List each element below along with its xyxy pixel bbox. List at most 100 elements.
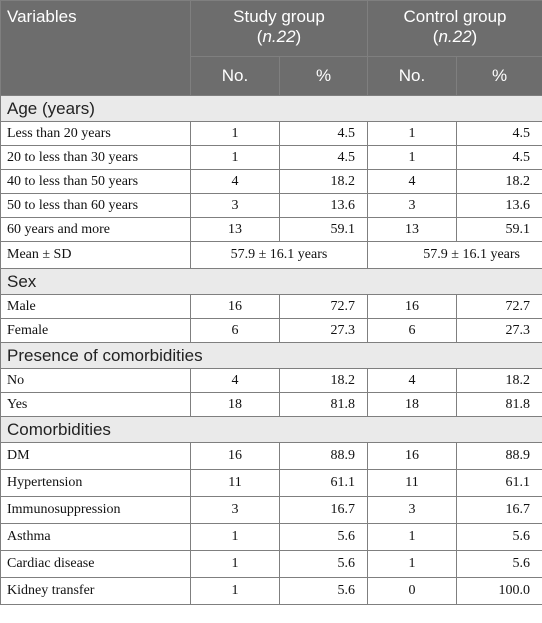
row-label: Asthma xyxy=(0,523,191,551)
control-count: 16 xyxy=(367,442,457,470)
row-label: 50 to less than 60 years xyxy=(0,193,191,218)
variables-header: Variables xyxy=(0,0,191,96)
control-count: 13 xyxy=(367,217,457,242)
control-percent: 27.3 xyxy=(455,318,542,343)
mean-sd-row: Mean ± SD 57.9 ± 16.1 years 57.9 ± 16.1 ye… xyxy=(0,241,542,269)
control-count: 11 xyxy=(367,469,457,497)
study-count: 16 xyxy=(190,442,280,470)
section-header-row: Age (years) xyxy=(0,95,542,122)
control-count: 16 xyxy=(367,294,457,319)
study-count: 1 xyxy=(190,145,280,170)
control-percent: 18.2 xyxy=(455,169,542,194)
section-title: Comorbidities xyxy=(0,416,542,443)
table-row: 60 years and more 13 59.1 13 59.1 xyxy=(0,217,542,242)
study-group-header: Study group (n.22) xyxy=(190,0,368,57)
control-count: 3 xyxy=(367,193,457,218)
table-row: Female 6 27.3 6 27.3 xyxy=(0,318,542,343)
table-row: No 4 18.2 4 18.2 xyxy=(0,368,542,393)
row-label: DM xyxy=(0,442,191,470)
study-percent: 4.5 xyxy=(279,121,368,146)
control-count: 3 xyxy=(367,496,457,524)
table-row: Immunosuppression 3 16.7 3 16.7 xyxy=(0,496,542,524)
study-percent: 5.6 xyxy=(279,550,368,578)
study-percent: 18.2 xyxy=(279,368,368,393)
row-label: Female xyxy=(0,318,191,343)
row-label: Yes xyxy=(0,392,191,417)
table-row: 40 to less than 50 years 4 18.2 4 18.2 xyxy=(0,169,542,194)
study-percent: 61.1 xyxy=(279,469,368,497)
study-count: 4 xyxy=(190,368,280,393)
study-percent: 5.6 xyxy=(279,523,368,551)
study-percent: 59.1 xyxy=(279,217,368,242)
table-row: Hypertension 11 61.1 11 61.1 xyxy=(0,469,542,497)
study-pct-header: % xyxy=(279,56,368,96)
row-label: Kidney transfer xyxy=(0,577,191,605)
section-header-row: Comorbidities xyxy=(0,416,542,443)
control-percent: 4.5 xyxy=(455,145,542,170)
control-count: 18 xyxy=(367,392,457,417)
control-count: 1 xyxy=(367,121,457,146)
control-percent: 16.7 xyxy=(455,496,542,524)
control-group-label: Control group xyxy=(403,7,507,26)
control-count: 1 xyxy=(367,145,457,170)
row-label: 60 years and more xyxy=(0,217,191,242)
study-percent: 13.6 xyxy=(279,193,368,218)
section-title: Presence of comorbidities xyxy=(0,342,542,369)
study-count: 13 xyxy=(190,217,280,242)
study-mean-sd: 57.9 ± 16.1 years xyxy=(190,241,368,269)
control-percent: 4.5 xyxy=(455,121,542,146)
row-label: Immunosuppression xyxy=(0,496,191,524)
control-count: 4 xyxy=(367,169,457,194)
control-mean-sd: 57.9 ± 16.1 years xyxy=(366,241,542,269)
control-percent: 5.6 xyxy=(455,550,542,578)
table-row: Kidney transfer 1 5.6 0 100.0 xyxy=(0,577,542,605)
study-count: 1 xyxy=(190,523,280,551)
study-percent: 4.5 xyxy=(279,145,368,170)
control-percent: 88.9 xyxy=(455,442,542,470)
study-percent: 5.6 xyxy=(279,577,368,605)
study-percent: 27.3 xyxy=(279,318,368,343)
table-row: Male 16 72.7 16 72.7 xyxy=(0,294,542,319)
control-count: 0 xyxy=(367,577,457,605)
table-row: 20 to less than 30 years 1 4.5 1 4.5 xyxy=(0,145,542,170)
study-count: 1 xyxy=(190,121,280,146)
control-count: 4 xyxy=(367,368,457,393)
study-percent: 81.8 xyxy=(279,392,368,417)
row-label: Hypertension xyxy=(0,469,191,497)
study-count: 1 xyxy=(190,550,280,578)
study-percent: 16.7 xyxy=(279,496,368,524)
demographics-table: Variables Study group (n.22) Control gro… xyxy=(0,0,542,605)
control-percent: 100.0 xyxy=(455,577,542,605)
section-title: Sex xyxy=(0,268,542,295)
row-label: 40 to less than 50 years xyxy=(0,169,191,194)
section-header-row: Presence of comorbidities xyxy=(0,342,542,369)
table-row: Cardiac disease 1 5.6 1 5.6 xyxy=(0,550,542,578)
table-row: DM 16 88.9 16 88.9 xyxy=(0,442,542,470)
study-count: 18 xyxy=(190,392,280,417)
study-group-n: n.22 xyxy=(262,27,296,46)
study-count: 4 xyxy=(190,169,280,194)
control-count: 1 xyxy=(367,550,457,578)
study-no-header: No. xyxy=(190,56,280,96)
row-label: Less than 20 years xyxy=(0,121,191,146)
study-count: 1 xyxy=(190,577,280,605)
control-no-header: No. xyxy=(367,56,457,96)
control-percent: 5.6 xyxy=(455,523,542,551)
control-group-header: Control group (n.22) xyxy=(366,0,542,57)
control-percent: 18.2 xyxy=(455,368,542,393)
study-group-label: Study group xyxy=(233,7,325,26)
row-label: No xyxy=(0,368,191,393)
section-title: Age (years) xyxy=(0,95,542,122)
control-percent: 13.6 xyxy=(455,193,542,218)
row-label: Cardiac disease xyxy=(0,550,191,578)
control-percent: 59.1 xyxy=(455,217,542,242)
study-percent: 88.9 xyxy=(279,442,368,470)
control-percent: 61.1 xyxy=(455,469,542,497)
mean-sd-label: Mean ± SD xyxy=(0,241,191,269)
row-label: Male xyxy=(0,294,191,319)
control-percent: 72.7 xyxy=(455,294,542,319)
study-count: 6 xyxy=(190,318,280,343)
study-percent: 72.7 xyxy=(279,294,368,319)
study-count: 11 xyxy=(190,469,280,497)
study-count: 3 xyxy=(190,193,280,218)
